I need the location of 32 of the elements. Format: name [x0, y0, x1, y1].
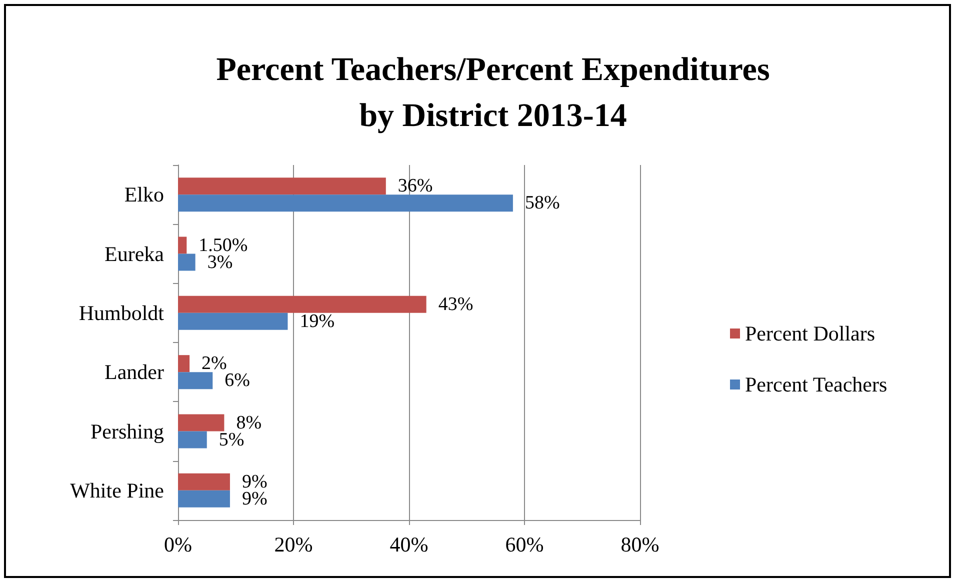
y-tick-label: Lander	[104, 360, 164, 384]
y-tick-label: Pershing	[90, 419, 164, 444]
bar	[178, 236, 187, 254]
y-tick-label: White Pine	[70, 478, 164, 502]
bar	[178, 414, 224, 432]
data-label: 58%	[524, 192, 560, 214]
bar	[178, 431, 207, 448]
bar	[178, 372, 213, 390]
data-label: 43%	[438, 294, 474, 315]
x-tick-label: 40%	[390, 532, 428, 556]
data-label: 19%	[300, 310, 335, 332]
bar	[178, 473, 230, 490]
y-tick-label: Humboldt	[78, 300, 164, 325]
bar	[178, 490, 230, 508]
x-tick-label: 20%	[274, 532, 313, 556]
y-tick-label: Eureka	[104, 242, 165, 266]
y-tick-label: Elko	[124, 182, 164, 207]
legend-label: Percent Dollars	[745, 322, 876, 346]
bar	[178, 296, 426, 313]
bar	[178, 254, 196, 271]
bar	[178, 194, 513, 212]
x-tick-label: 80%	[620, 532, 660, 556]
bar	[178, 355, 190, 372]
chart-title: Percent Teachers/Percent Expenditures by District 2013-14	[216, 52, 770, 134]
data-label: 2%	[202, 353, 228, 374]
bar	[178, 312, 288, 330]
data-label: 6%	[224, 370, 250, 392]
bar	[178, 178, 386, 195]
legend-label: Percent Teachers	[745, 372, 888, 396]
data-label: 36%	[398, 176, 433, 197]
x-tick-label: 0%	[164, 532, 192, 556]
x-tick-label: 60%	[505, 532, 544, 556]
